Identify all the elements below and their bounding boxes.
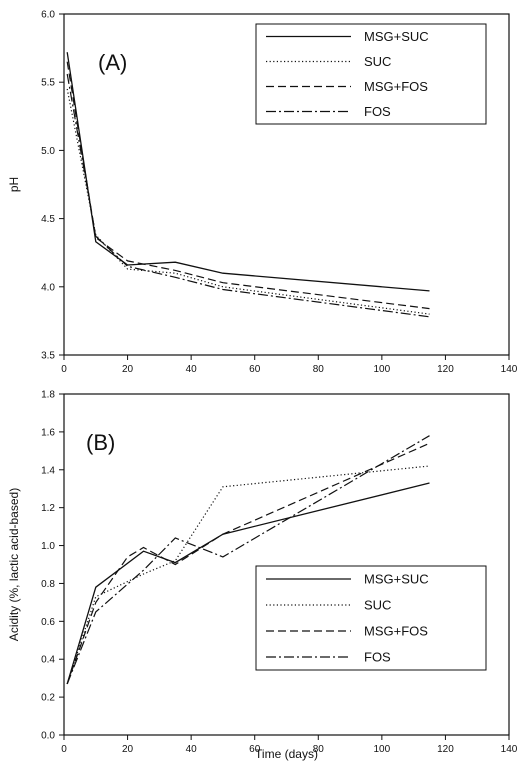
x-tick-label: 60 (249, 744, 261, 755)
y-tick-label: 0.6 (41, 617, 55, 628)
legend-label: SUC (364, 598, 391, 613)
y-tick-label: 1.6 (41, 427, 55, 438)
series-line-fos (66, 435, 430, 685)
x-tick-label: 100 (374, 744, 391, 755)
series-line-msg-fos (66, 442, 430, 685)
legend-label: MSG+FOS (364, 79, 428, 94)
x-tick-label: 80 (313, 744, 325, 755)
y-tick-label: 1.2 (41, 503, 55, 514)
plot-frame (63, 13, 510, 356)
y-tick-label: 0.2 (41, 693, 55, 704)
legend-label: MSG+FOS (364, 624, 428, 639)
legend: MSG+SUC SUC MSG+FOS FOS (255, 23, 487, 125)
y-tick-label: 1.0 (41, 541, 55, 552)
panel-label: (A) (98, 50, 127, 75)
y-tick-label: 0.8 (41, 579, 55, 590)
y-axis-label: Acidity (%, lactic acid-based) (7, 488, 21, 641)
x-tick-label: 120 (437, 744, 454, 755)
legend-label: FOS (364, 104, 391, 119)
x-tick-label: 100 (374, 364, 391, 375)
y-tick-label: 3.5 (41, 351, 55, 362)
legend-box (255, 565, 487, 671)
y-axis-label: pH (7, 177, 21, 192)
x-tick-label: 140 (501, 744, 518, 755)
x-axis-label: Time (days) (255, 747, 318, 761)
y-tick-label: 4.0 (41, 282, 55, 293)
legend: MSG+SUC SUC MSG+FOS FOS (255, 565, 487, 671)
y-tick-label: 4.5 (41, 214, 55, 225)
x-tick-label: 40 (186, 744, 198, 755)
legend-box (255, 23, 487, 125)
y-tick-label: 0.0 (41, 731, 55, 742)
y-tick-label: 1.8 (41, 390, 55, 401)
panel-label: (B) (86, 430, 115, 455)
x-tick-label: 20 (122, 364, 134, 375)
x-tick-label: 60 (249, 364, 261, 375)
legend-label: MSG+SUC (364, 572, 429, 587)
series-line-msg-fos (66, 61, 430, 310)
legend-label: FOS (364, 650, 391, 665)
x-tick-label: 0 (61, 744, 67, 755)
chart-panel-a: 0 20 40 60 80 100 120 140 3.5 4.0 4.5 5.0 5.5 6.0 pH (A… (7, 10, 518, 376)
legend-label: MSG+SUC (364, 29, 429, 44)
plot-frame (63, 393, 510, 736)
legend-label: SUC (364, 54, 391, 69)
x-tick-label: 140 (501, 364, 518, 375)
y-tick-label: 0.4 (41, 655, 55, 666)
series-line-suc (66, 465, 430, 685)
y-tick-label: 5.5 (41, 78, 55, 89)
y-tick-label: 1.4 (41, 465, 55, 476)
y-tick-label: 6.0 (41, 10, 55, 21)
x-tick-label: 120 (437, 364, 454, 375)
series-line-msg-suc (66, 482, 430, 685)
x-tick-label: 0 (61, 364, 67, 375)
x-tick-label: 80 (313, 364, 325, 375)
y-tick-label: 5.0 (41, 146, 55, 157)
x-tick-label: 20 (122, 744, 134, 755)
chart-panel-b: 0 20 40 60 80 100 120 140 0.0 0.2 0.4 0.6 0.8 1.0 1.2 1… (7, 390, 518, 762)
x-tick-label: 40 (186, 364, 198, 375)
